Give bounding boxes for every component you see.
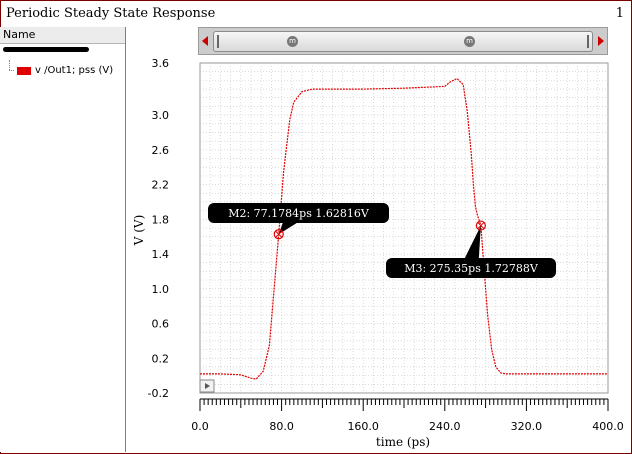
tree-connector-horizontal [9, 70, 14, 71]
marker-cross-icon [275, 230, 283, 238]
marker-label-text: M3: 275.35ps 1.72788V [404, 262, 539, 275]
thumb-right-grip[interactable] [587, 35, 589, 48]
y-tick-label: 0.2 [152, 352, 170, 365]
x-tick-label: 400.0 [592, 420, 624, 433]
x-tick-label: 240.0 [429, 420, 461, 433]
marker-label-box [386, 258, 556, 278]
scrollbar-thumb[interactable]: m m [213, 31, 593, 52]
legend-header: Name [0, 27, 125, 44]
marker-cross-icon [477, 222, 485, 229]
y-tick-label: 2.2 [152, 179, 170, 192]
marker-circle [475, 220, 486, 231]
y-tick-label: 2.6 [152, 144, 170, 157]
series-line-out1 [200, 77, 608, 380]
axis-layer: 3.6 3.0 2.6 2.2 1.8 1.4 1.0 0.6 0.2 -0.2 0.0 80.0 16… [148, 57, 624, 433]
marker-layer: M2: 77.1784ps 1.62816V M3: 275.35ps 1.727… [208, 203, 556, 278]
zoom-fit-button[interactable] [199, 379, 215, 393]
y-tick-label: 3.6 [152, 57, 170, 70]
marker-m2[interactable]: M2: 77.1784ps 1.62816V [208, 203, 389, 240]
x-tick-label: 0.0 [191, 420, 209, 433]
marker-circle [273, 229, 284, 240]
y-tick-label: 1.8 [152, 213, 170, 226]
page-number: 1 [615, 6, 624, 21]
x-axis-title: time (ps) [376, 435, 430, 449]
window-title: Periodic Steady State Response [6, 6, 216, 21]
y-axis-title: V (V) [132, 215, 146, 247]
marker-pointer [278, 223, 297, 235]
scroll-right-arrow-icon[interactable] [598, 36, 604, 46]
redacted-bar [3, 47, 89, 52]
marker-m-icon[interactable]: m [464, 36, 475, 47]
marker-pointer [464, 225, 481, 258]
x-tick-label: 320.0 [511, 420, 543, 433]
marker-m3[interactable]: M3: 275.35ps 1.72788V [386, 220, 556, 278]
marker-label-text: M2: 77.1784ps 1.62816V [228, 207, 370, 220]
y-tick-label: -0.2 [148, 387, 169, 400]
legend-panel: Name v /Out1; pss (V) [0, 27, 126, 452]
series-layer [200, 77, 608, 380]
grid-layer [199, 62, 609, 394]
horizontal-scrollbar[interactable]: m m [198, 27, 608, 55]
legend-color-swatch[interactable] [17, 67, 31, 75]
tree-connector [9, 60, 10, 70]
thumb-left-grip[interactable] [217, 35, 219, 48]
legend-item-out1[interactable]: v /Out1; pss (V) [35, 65, 114, 76]
marker-label-box [208, 203, 389, 223]
y-tick-label: 1.4 [152, 248, 170, 261]
x-tick-label: 80.0 [269, 420, 294, 433]
x-tick-label: 160.0 [347, 420, 379, 433]
y-tick-label: 0.6 [152, 318, 170, 331]
scroll-left-arrow-icon[interactable] [202, 36, 208, 46]
marker-m-icon[interactable]: m [287, 36, 298, 47]
y-tick-label: 3.0 [152, 109, 170, 122]
y-tick-label: 1.0 [152, 283, 170, 296]
